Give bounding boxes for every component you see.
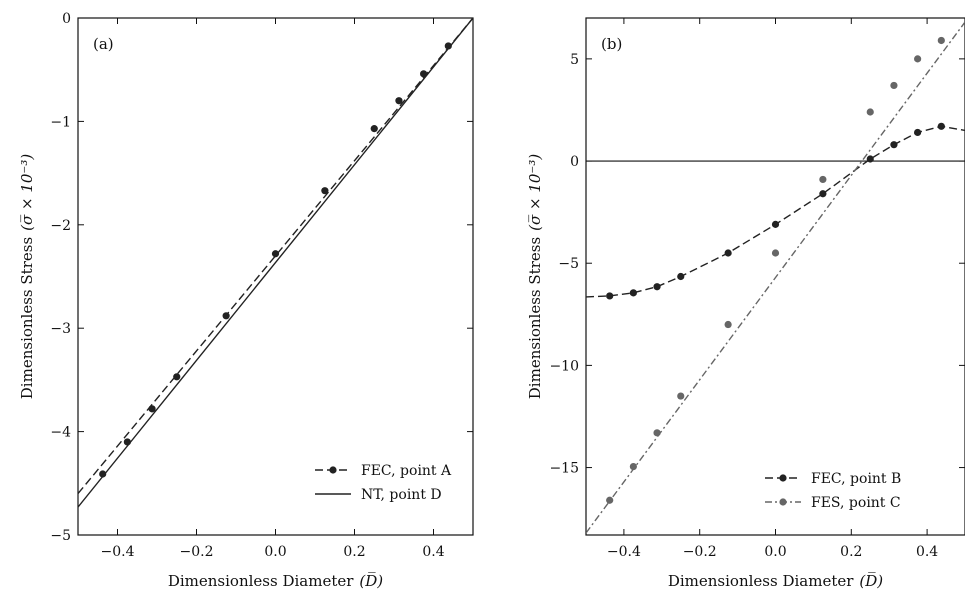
x-tick-label: 0.4 <box>422 544 444 560</box>
panel-b: −0.4 −0.2 0.0 0.2 0.4 5 0 −5 −10 −15 Dimensionless… <box>526 17 965 590</box>
y-tick-label: 0 <box>62 11 71 27</box>
y-axis-label-text: Dimensionless Stress <box>526 237 544 399</box>
legend-label-2: FES, point C <box>811 495 901 511</box>
x-tick-label: 0.4 <box>916 544 938 560</box>
series-2-point <box>653 429 661 437</box>
series-2-point <box>629 462 637 471</box>
series-line-2 <box>586 21 965 534</box>
series-1-point <box>890 141 898 149</box>
series-2-point <box>606 496 614 504</box>
y-tick-label: −5 <box>558 256 579 272</box>
x-tick-label: 0.2 <box>343 544 365 560</box>
series-1-point <box>321 187 329 195</box>
plot-frame <box>77 17 474 536</box>
series-2-point <box>724 320 732 329</box>
series-1-point <box>370 125 378 133</box>
y-tick-label: −10 <box>549 358 579 374</box>
series-1-point <box>395 97 403 105</box>
series-1-point <box>724 249 732 257</box>
x-tick-label: −0.2 <box>683 544 717 560</box>
legend-marker-2 <box>779 498 787 506</box>
series-1-point <box>653 283 661 291</box>
series-1-point <box>866 155 874 163</box>
series-1-point <box>444 42 452 50</box>
series-1-point <box>629 289 637 297</box>
x-axis-label-text: Dimensionless Diameter <box>668 572 854 590</box>
series-2-point <box>937 36 945 45</box>
x-axis-label-text: Dimensionless Diameter <box>168 572 354 590</box>
y-axis-label: Dimensionless Stress (σ̅ × 10⁻³) <box>526 154 544 400</box>
y-tick-label: 0 <box>570 154 579 170</box>
series-2-point <box>866 108 874 116</box>
series-1-point <box>677 272 685 281</box>
x-tick-label: −0.4 <box>101 544 135 560</box>
series-line-2 <box>78 18 473 508</box>
series-2-point <box>890 81 898 90</box>
plot-area <box>78 18 473 508</box>
x-axis-label: Dimensionless Diameter (D̅) <box>168 571 383 590</box>
series-1-point <box>606 292 614 300</box>
series-1-point <box>222 312 230 320</box>
y-tick-label: −3 <box>50 321 71 337</box>
series-1-point <box>819 190 827 198</box>
x-tick-label: 0.0 <box>264 544 286 560</box>
series-2-point <box>677 392 685 400</box>
y-tick-label: −2 <box>50 218 71 234</box>
x-axis-label: Dimensionless Diameter (D̅) <box>668 571 883 590</box>
series-1-point <box>937 122 945 130</box>
x-tick-label: −0.2 <box>180 544 214 560</box>
series-1-point <box>771 220 780 228</box>
y-axis-label-text: Dimensionless Stress <box>18 237 36 399</box>
plot-area <box>586 21 965 534</box>
y-tick-label: −1 <box>50 114 71 130</box>
series-1-point <box>99 470 107 478</box>
series-line-1 <box>78 18 473 495</box>
series-2-point <box>914 55 922 63</box>
legend: FEC, point B FES, point C <box>765 471 901 511</box>
x-axis-label-symbol: (D̅) <box>859 571 883 590</box>
series-line-1 <box>586 125 965 298</box>
series-1-point <box>173 373 181 381</box>
series-1-point <box>420 70 428 78</box>
panel-a: −0.4 −0.2 0.0 0.2 0.4 0 −1 −2 −3 −4 −5 Dimensionles… <box>18 11 474 590</box>
panel-label: (b) <box>601 35 622 53</box>
x-tick-label: −0.4 <box>607 544 641 560</box>
series-1-point <box>148 405 156 413</box>
legend-label-2: NT, point D <box>361 487 442 503</box>
y-tick-label: −4 <box>50 425 71 441</box>
series-1-point <box>271 250 280 258</box>
panel-label: (a) <box>93 35 114 53</box>
legend-marker-1 <box>779 474 787 482</box>
y-axis-label-symbol: (σ̅ × 10⁻³) <box>526 154 544 231</box>
legend-label-1: FEC, point B <box>811 471 901 487</box>
x-axis-label-symbol: (D̅) <box>359 571 383 590</box>
y-tick-label: −15 <box>549 461 579 477</box>
series-2-point <box>771 249 780 257</box>
y-tick-label: 5 <box>570 52 579 68</box>
legend-label-1: FEC, point A <box>361 463 452 479</box>
y-axis-label-symbol: (σ̅ × 10⁻³) <box>18 154 36 231</box>
x-tick-label: 0.0 <box>764 544 786 560</box>
x-tick-label: 0.2 <box>840 544 862 560</box>
y-tick-label: −5 <box>50 528 71 544</box>
legend-marker-1 <box>329 466 337 474</box>
series-2-point <box>819 175 827 184</box>
legend: FEC, point A NT, point D <box>315 463 452 503</box>
y-axis-label: Dimensionless Stress (σ̅ × 10⁻³) <box>18 154 36 400</box>
series-1-point <box>914 128 922 137</box>
